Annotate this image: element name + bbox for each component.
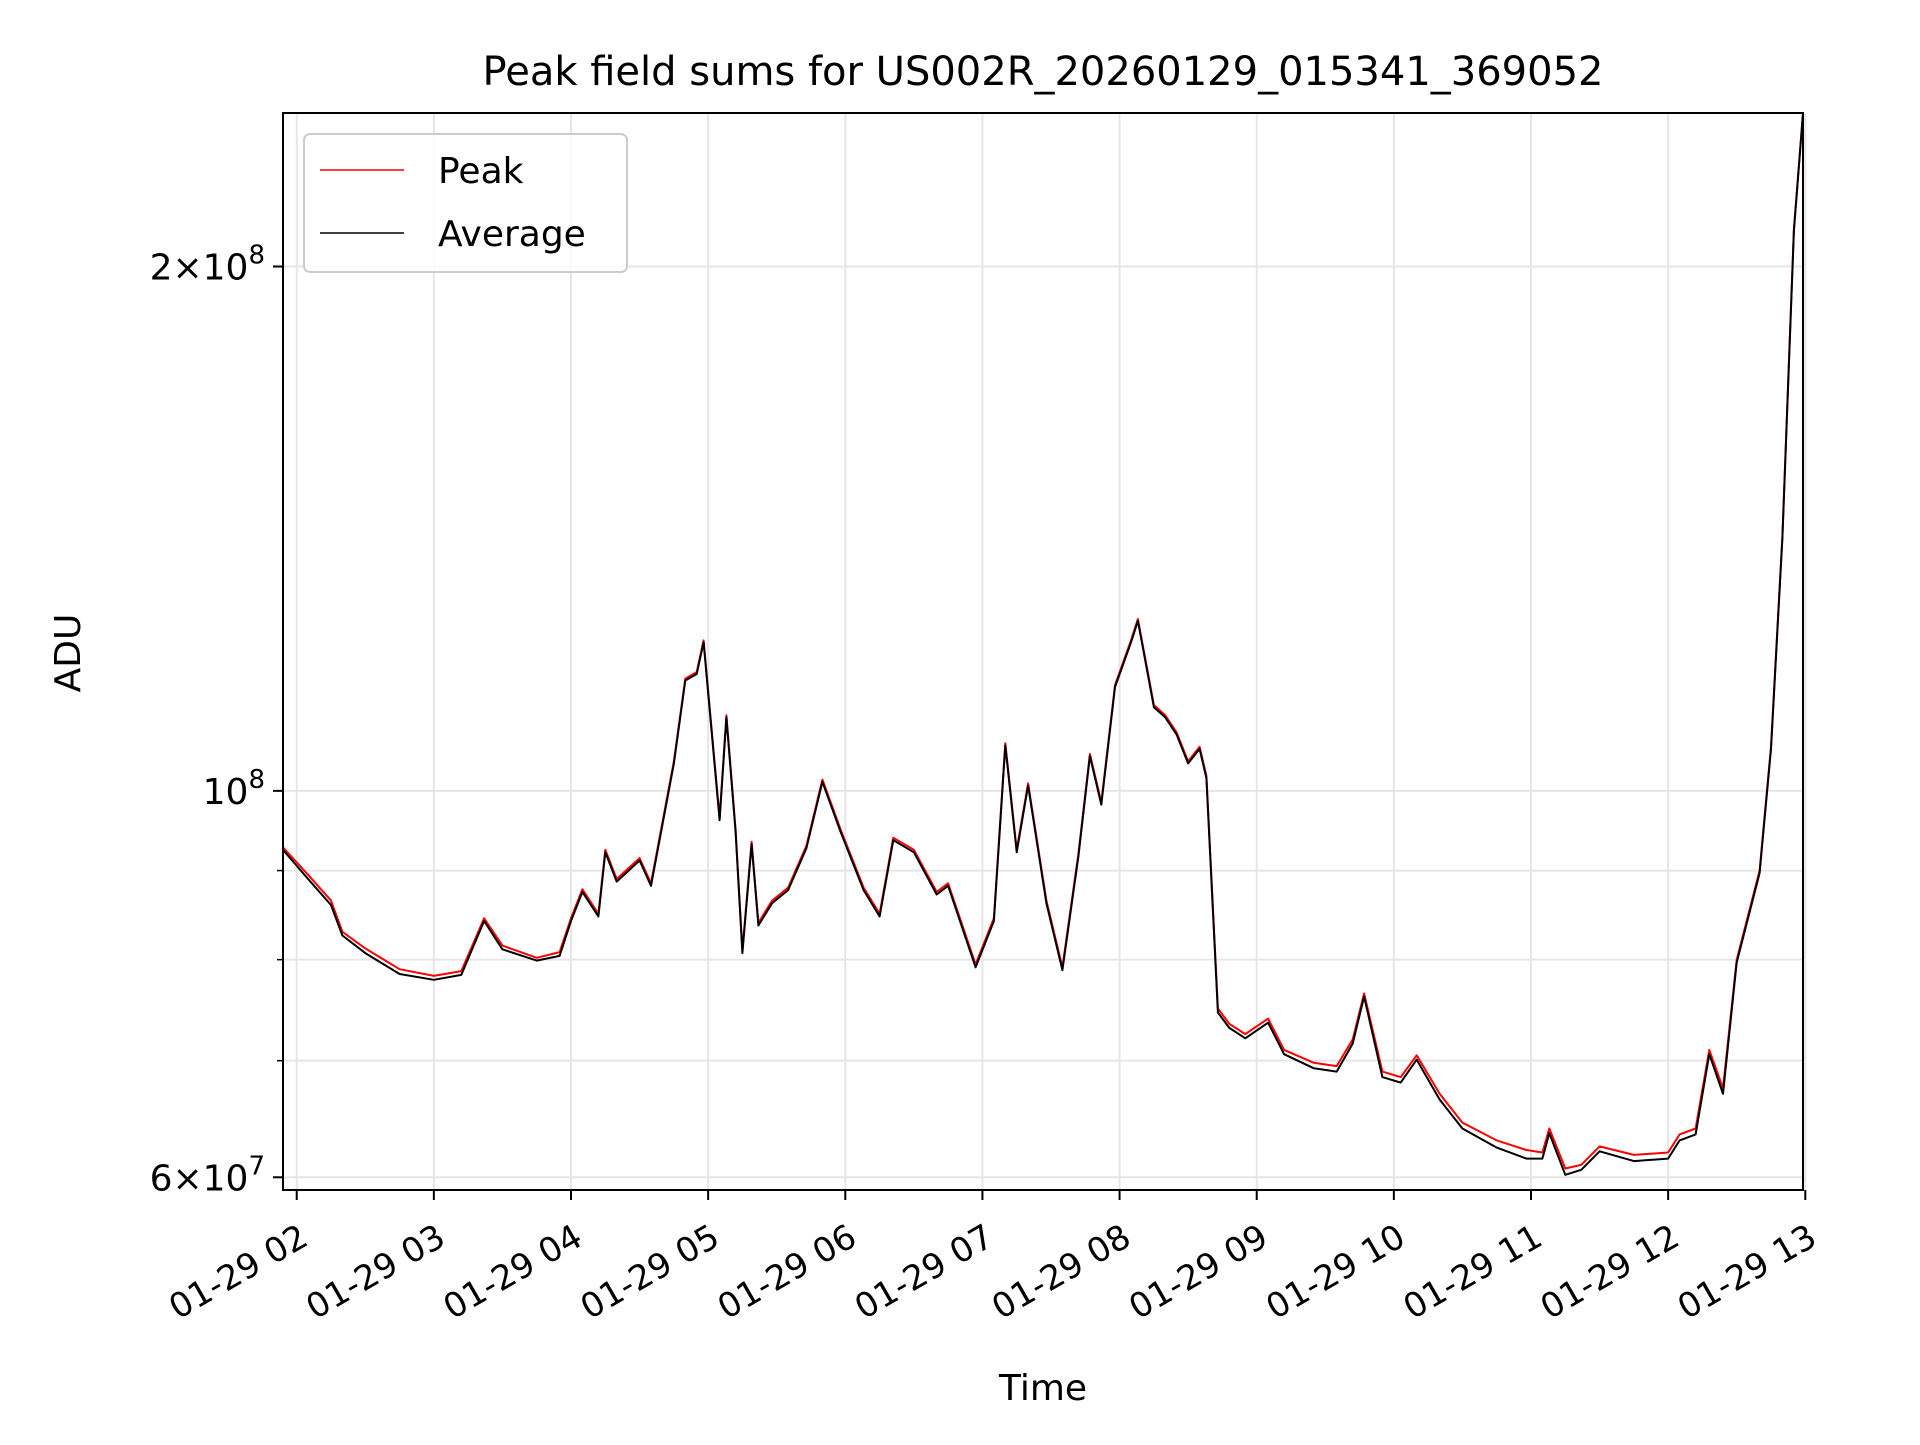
series-layer [282, 112, 1804, 1176]
chart-title: Peak field sums for US002R_20260129_0153… [483, 49, 1604, 95]
legend-label-peak: Peak [438, 151, 524, 192]
grid-layer [283, 113, 1807, 1190]
y-tick-label: 6×107 [150, 1151, 265, 1199]
legend-box [303, 133, 628, 273]
plot-frame [282, 112, 1804, 1191]
y-tick-label: 2×108 [150, 241, 265, 289]
legend-label-average: Average [438, 214, 586, 255]
y-axis-label: ADU [48, 614, 89, 693]
series-line-average [282, 112, 1804, 1176]
x-axis-label: Time [998, 1368, 1087, 1409]
legend: Peak Average [303, 133, 628, 273]
y-tick-label: 108 [203, 765, 265, 813]
